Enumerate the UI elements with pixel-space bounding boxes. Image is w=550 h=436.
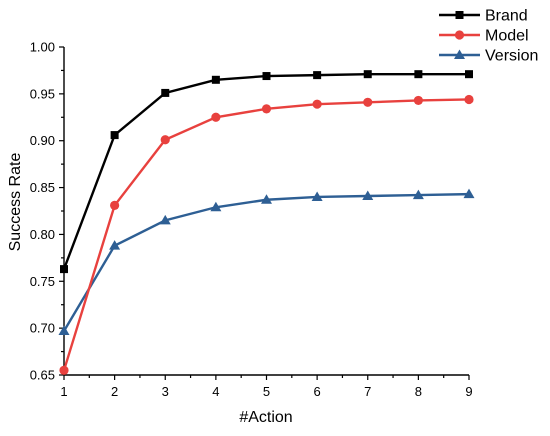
data-point-version: [261, 194, 272, 204]
x-tick-label: 1: [60, 384, 67, 399]
legend-label-version: Version: [485, 48, 538, 65]
data-point-brand: [60, 265, 68, 274]
legend-item-model: Model: [439, 28, 529, 45]
data-point-model: [413, 95, 423, 106]
legend-label-model: Model: [485, 28, 529, 45]
axes: 1 2 3 4 5 6 7 8 9 0.65 0.70 0.75 0.80 0.85 0.90 0.95 1.0…: [30, 40, 473, 400]
data-point-model: [59, 365, 69, 375]
data-point-model: [110, 200, 120, 210]
x-tick-label: 9: [465, 384, 472, 399]
data-point-brand: [313, 71, 322, 80]
data-point-version: [412, 189, 424, 200]
data-point-version: [463, 188, 475, 199]
data-point-model: [160, 135, 170, 145]
legend-label-brand: Brand: [485, 8, 528, 25]
data-point-version: [362, 190, 374, 201]
legend-marker-version: [454, 49, 465, 59]
data-point-model: [312, 99, 322, 109]
data-point-brand: [161, 88, 170, 97]
x-axis-title: #Action: [239, 409, 292, 426]
legend-marker-model: [454, 30, 465, 40]
legend-item-brand: Brand: [439, 8, 528, 25]
legend-item-version: Version: [439, 48, 538, 65]
y-tick-label: 0.75: [30, 274, 55, 289]
y-tick-label: 0.70: [30, 321, 55, 336]
data-point-version: [109, 240, 121, 250]
data-point-brand: [363, 70, 372, 79]
series-line-model: [62, 98, 470, 371]
x-tick-label: 5: [263, 384, 270, 399]
x-tick-label: 6: [314, 384, 321, 399]
x-tick-label: 4: [212, 384, 219, 399]
y-tick-label: 0.90: [30, 133, 55, 148]
data-point-model: [464, 94, 474, 105]
x-tick-label: 7: [364, 384, 371, 399]
x-tick-label: 8: [415, 384, 422, 399]
data-point-model: [261, 104, 272, 114]
data-point-brand: [110, 131, 119, 140]
y-axis-title: Success Rate: [7, 153, 24, 252]
data-point-brand: [262, 72, 271, 81]
y-tick-label: 0.80: [30, 227, 55, 242]
series-line-version: [62, 192, 470, 332]
data-point-brand: [211, 75, 220, 84]
series-group: [58, 70, 475, 375]
data-point-version: [58, 325, 70, 335]
data-point-version: [210, 201, 222, 212]
y-tick-label: 0.95: [30, 86, 55, 101]
legend-marker-brand: [455, 11, 464, 19]
series-model: [59, 94, 474, 375]
data-point-model: [211, 112, 221, 122]
data-point-version: [159, 214, 171, 225]
y-tick-label: 0.65: [30, 368, 55, 383]
data-point-version: [311, 191, 323, 201]
x-tick-label: 2: [111, 384, 118, 399]
data-point-brand: [465, 70, 473, 79]
series-brand: [60, 70, 473, 274]
y-tick-label: 0.85: [30, 180, 55, 195]
data-point-brand: [414, 70, 423, 79]
series-version: [58, 188, 475, 335]
legend: Brand Model Version: [439, 8, 538, 65]
x-tick-label: 3: [162, 384, 169, 399]
y-tick-label: 1.00: [30, 40, 55, 55]
data-point-model: [363, 97, 373, 107]
